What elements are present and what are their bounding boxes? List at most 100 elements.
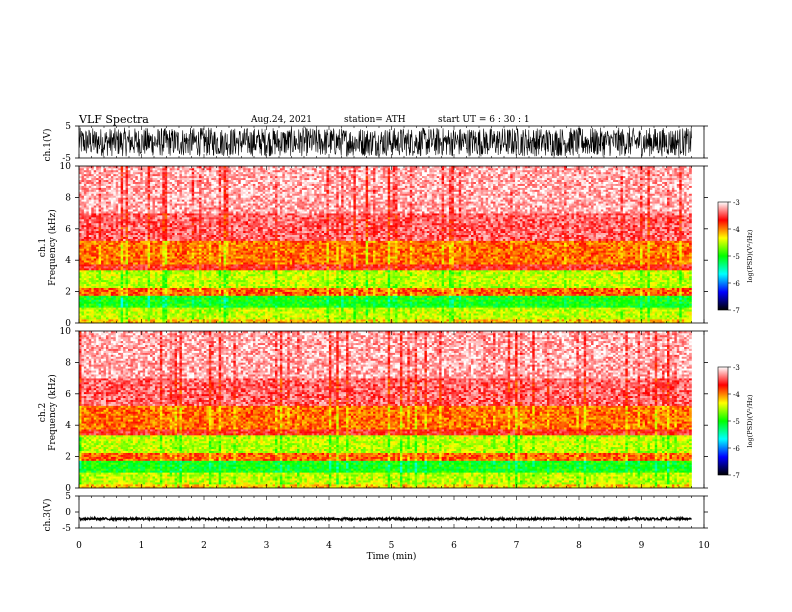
spectrogram-cell bbox=[273, 311, 276, 313]
spectrogram-cell bbox=[150, 284, 153, 286]
spectrogram-cell bbox=[665, 311, 668, 313]
spectrogram-cell bbox=[358, 303, 361, 305]
spectrogram-cell bbox=[439, 286, 442, 288]
spectrogram-cell bbox=[498, 319, 501, 321]
spectrogram-cell bbox=[410, 319, 413, 321]
spectrogram-cell bbox=[407, 294, 410, 296]
spectrogram-cell bbox=[138, 315, 141, 317]
spectrogram-cell bbox=[104, 305, 107, 307]
spectrogram-cell bbox=[537, 288, 540, 290]
spectrogram-cell bbox=[503, 297, 506, 299]
spectrogram-cell bbox=[167, 307, 170, 309]
spectrogram-cell bbox=[674, 296, 677, 298]
spectrogram-cell bbox=[140, 284, 143, 286]
spectrogram-cell bbox=[253, 292, 256, 294]
spectrogram-cell bbox=[483, 307, 486, 309]
spectrogram-cell bbox=[96, 297, 99, 299]
spectrogram-cell bbox=[99, 296, 102, 298]
spectrogram-cell bbox=[258, 294, 261, 296]
spectrogram-cell bbox=[189, 315, 192, 317]
spectrogram-cell bbox=[437, 315, 440, 317]
spectrogram-cell bbox=[363, 284, 366, 286]
spectrogram-cell bbox=[594, 299, 597, 301]
spectrogram-cell bbox=[248, 296, 251, 298]
spectrogram-cell bbox=[466, 319, 469, 321]
spectrogram-cell bbox=[170, 317, 173, 319]
spectrogram-cell bbox=[650, 309, 653, 311]
spectrogram-cell bbox=[449, 311, 452, 313]
spectrogram-cell bbox=[527, 313, 530, 315]
spectrogram-cell bbox=[351, 297, 354, 299]
spectrogram-cell bbox=[687, 311, 690, 313]
spectrogram-cell bbox=[594, 319, 597, 321]
spectrogram-cell bbox=[554, 307, 557, 309]
spectrogram-cell bbox=[682, 294, 685, 296]
spectrogram-cell bbox=[214, 296, 217, 298]
spectrogram-cell bbox=[635, 307, 638, 309]
spectrogram-cell bbox=[165, 290, 168, 292]
spectrogram-cell bbox=[608, 301, 611, 303]
spectrogram-cell bbox=[402, 290, 405, 292]
spectrogram-cell bbox=[569, 292, 572, 294]
spectrogram-cell bbox=[545, 288, 548, 290]
spectrogram-cell bbox=[260, 294, 263, 296]
spectrogram-cell bbox=[209, 297, 212, 299]
spectrogram-cell bbox=[422, 309, 425, 311]
spectrogram-cell bbox=[684, 299, 687, 301]
spectrogram-cell bbox=[353, 284, 356, 286]
spectrogram-cell bbox=[439, 303, 442, 305]
spectrogram-cell bbox=[559, 315, 562, 317]
spectrogram-cell bbox=[672, 288, 675, 290]
spectrogram-cell bbox=[547, 307, 550, 309]
spectrogram-cell bbox=[603, 292, 606, 294]
spectrogram-cell bbox=[520, 313, 523, 315]
spectrogram-cell bbox=[277, 311, 280, 313]
spectrogram-cell bbox=[128, 290, 131, 292]
spectrogram-cell bbox=[358, 311, 361, 313]
spectrogram-cell bbox=[540, 315, 543, 317]
spectrogram-cell bbox=[378, 311, 381, 313]
spectrogram-cell bbox=[253, 286, 256, 288]
spectrogram-cell bbox=[655, 309, 658, 311]
spectrogram-cell bbox=[214, 313, 217, 315]
spectrogram-cell bbox=[224, 315, 227, 317]
spectrogram-cell bbox=[564, 305, 567, 307]
spectrogram-cell bbox=[677, 303, 680, 305]
spectrogram-cell bbox=[99, 288, 102, 290]
spectrogram-cell bbox=[434, 292, 437, 294]
spectrogram-cell bbox=[79, 290, 82, 292]
spectrogram-cell bbox=[549, 301, 552, 303]
spectrogram-cell bbox=[273, 313, 276, 315]
spectrogram-cell bbox=[268, 294, 271, 296]
spectrogram-cell bbox=[503, 309, 506, 311]
spectrogram-cell bbox=[574, 297, 577, 299]
spectrogram-cell bbox=[172, 296, 175, 298]
spectrogram-cell bbox=[368, 307, 371, 309]
spectrogram-cell bbox=[383, 297, 386, 299]
spectrogram-cell bbox=[233, 305, 236, 307]
spectrogram-cell bbox=[447, 294, 450, 296]
spectrogram-cell bbox=[415, 319, 418, 321]
spectrogram-cell bbox=[155, 315, 158, 317]
spectrogram-cell bbox=[255, 292, 258, 294]
spectrogram-cell bbox=[625, 319, 628, 321]
spectrogram-cell bbox=[84, 309, 87, 311]
spectrogram-cell bbox=[530, 311, 533, 313]
spectrogram-cell bbox=[182, 319, 185, 321]
spectrogram-cell bbox=[260, 286, 263, 288]
spectrogram-cell bbox=[613, 315, 616, 317]
spectrogram-cell bbox=[128, 313, 131, 315]
spectrogram-cell bbox=[549, 299, 552, 301]
spectrogram-cell bbox=[464, 290, 467, 292]
spectrogram-cell bbox=[481, 317, 484, 319]
spectrogram-cell bbox=[133, 303, 136, 305]
spectrogram-cell bbox=[219, 305, 222, 307]
spectrogram-cell bbox=[307, 288, 310, 290]
spectrogram-cell bbox=[84, 317, 87, 319]
spectrogram-cell bbox=[500, 292, 503, 294]
spectrogram-cell bbox=[241, 296, 244, 298]
spectrogram-cell bbox=[459, 315, 462, 317]
spectrogram-cell bbox=[258, 307, 261, 309]
spectrogram-cell bbox=[620, 317, 623, 319]
spectrogram-cell bbox=[437, 307, 440, 309]
